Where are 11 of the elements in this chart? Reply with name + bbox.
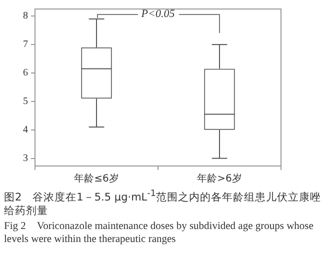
y-tick-label: 5	[23, 96, 28, 108]
y-tick-label: 8	[23, 10, 28, 22]
x-tick-label: 年龄>6岁	[197, 172, 242, 185]
y-tick-label: 7	[23, 39, 28, 50]
annotation: P<0.05	[140, 8, 176, 20]
y-tick-label: 4	[23, 124, 28, 136]
y-tick-label: 6	[23, 68, 28, 79]
x-tick-label: 年龄≤6岁	[74, 172, 119, 185]
y-tick-label: 3	[23, 152, 28, 164]
caption: Fig 2 Voriconazole maintenance doses by subdivided age groups whose levels were within the therapeutic ranges	[4, 220, 314, 246]
text: 图2 谷浓度在1－5.5 μg·mL$^{-1}$范围之内的各年龄组患儿伏立康唑给药剂量	[4, 189, 321, 216]
